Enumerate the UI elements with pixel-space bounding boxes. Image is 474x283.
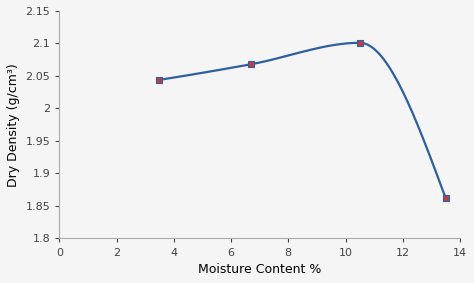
X-axis label: Moisture Content %: Moisture Content % <box>198 263 321 276</box>
Y-axis label: Dry Density (g/cm³): Dry Density (g/cm³) <box>7 63 20 186</box>
